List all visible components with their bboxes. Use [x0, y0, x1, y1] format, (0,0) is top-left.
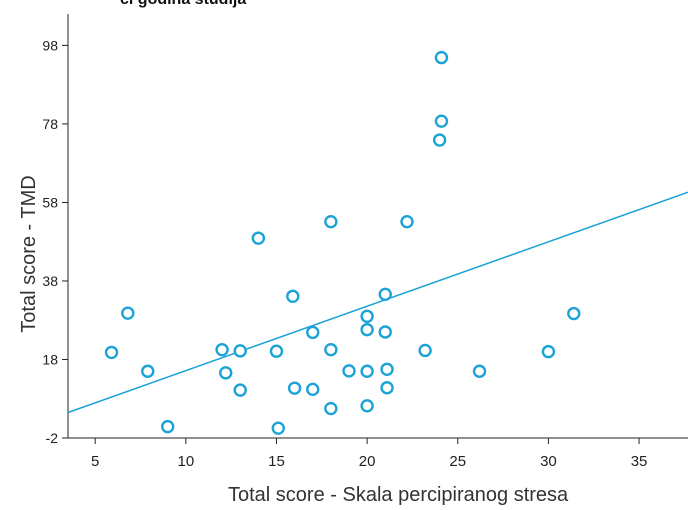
- data-point-16: [324, 342, 338, 357]
- data-point-25: [380, 362, 394, 376]
- data-point-17: [324, 401, 338, 416]
- x-tick-label-1: 10: [177, 453, 194, 470]
- chart-title: ci godina studija: [120, 0, 246, 9]
- data-point-2: [141, 364, 155, 378]
- data-point-11: [286, 289, 300, 303]
- x-tick-label-2: 15: [268, 453, 285, 470]
- data-point-1: [121, 306, 135, 320]
- data-point-9: [269, 344, 284, 358]
- data-point-32: [472, 364, 487, 378]
- x-tick-label-3: 20: [359, 453, 376, 470]
- data-point-15: [324, 214, 338, 229]
- data-point-21: [360, 364, 374, 378]
- data-point-28: [418, 343, 432, 358]
- x-tick-label-0: 5: [91, 453, 99, 470]
- data-point-22: [360, 399, 374, 413]
- y-axis-label: Total score - TMD: [18, 175, 40, 333]
- data-point-23: [378, 287, 392, 302]
- x-tick-label-6: 35: [631, 453, 648, 470]
- data-point-7: [233, 383, 247, 397]
- y-tick-label-3: 58: [42, 194, 58, 210]
- data-point-33: [541, 344, 556, 359]
- y-tick-label-5: 98: [42, 37, 58, 53]
- data-point-29: [434, 50, 449, 65]
- y-tick-label-4: 78: [42, 116, 58, 132]
- data-point-34: [567, 306, 581, 321]
- y-tick-label-1: 18: [42, 351, 58, 367]
- data-point-10: [271, 421, 285, 435]
- x-tick-label-4: 25: [449, 453, 466, 470]
- x-tick-label-5: 30: [540, 453, 557, 470]
- data-point-5: [219, 366, 233, 380]
- data-point-13: [306, 325, 320, 340]
- data-point-20: [360, 322, 374, 337]
- data-point-8: [251, 231, 266, 245]
- data-point-3: [161, 419, 175, 434]
- data-point-31: [432, 133, 447, 147]
- y-tick-label-2: 38: [42, 273, 58, 289]
- data-point-6: [233, 344, 247, 358]
- fit-line: [67, 191, 688, 414]
- data-point-14: [306, 382, 320, 397]
- data-point-19: [360, 309, 374, 323]
- data-point-26: [380, 381, 394, 395]
- data-point-27: [400, 214, 414, 229]
- data-point-24: [378, 325, 392, 339]
- data-point-4: [215, 342, 229, 357]
- data-point-12: [287, 381, 302, 395]
- data-point-18: [342, 364, 356, 378]
- data-point-0: [104, 345, 119, 360]
- data-point-30: [434, 114, 449, 128]
- x-axis-label: Total score - Skala percipiranog stresa: [228, 484, 569, 506]
- y-tick-label-0: -2: [46, 430, 59, 446]
